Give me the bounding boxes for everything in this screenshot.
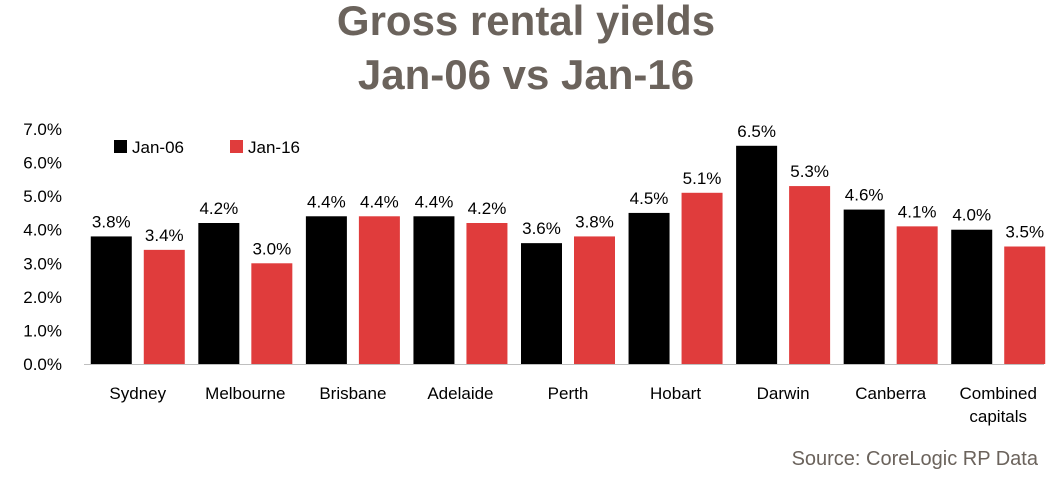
data-label: 4.4% [307,192,346,211]
data-label: 5.1% [683,169,722,188]
bar-jan-16-darwin [789,186,831,364]
bar-jan-06-brisbane [305,216,347,364]
legend-swatch-jan-06 [114,140,127,153]
y-tick-label: 3.0% [23,254,62,273]
data-label: 3.8% [575,212,614,231]
bar-jan-16-sydney [143,249,185,364]
data-label: 4.5% [630,189,669,208]
x-tick-label: Combined [959,384,1037,403]
bar-jan-16-hobart [681,192,723,364]
bar-jan-16-brisbane [358,216,400,364]
x-tick-label: Hobart [650,384,701,403]
source-note: Source: CoreLogic RP Data [791,448,1038,470]
bar-jan-06-darwin [736,145,778,364]
x-tick-label: Darwin [757,384,810,403]
data-label: 4.1% [898,202,937,221]
chart-title-line2: Jan-06 vs Jan-16 [357,51,695,98]
bar-jan-06-combined-capitals [951,229,993,364]
bar-jan-06-hobart [628,212,670,364]
y-tick-label: 5.0% [23,187,62,206]
data-label: 4.4% [415,192,454,211]
data-label: 4.4% [360,192,399,211]
y-tick-label: 6.0% [23,154,62,173]
y-tick-label: 4.0% [23,221,62,240]
data-label: 4.0% [952,206,991,225]
y-tick-label: 1.0% [23,321,62,340]
data-label: 3.8% [92,212,131,231]
bar-jan-16-adelaide [466,223,508,364]
y-tick-label: 0.0% [23,355,62,374]
data-label: 3.0% [252,239,291,258]
x-tick-label: Melbourne [205,384,285,403]
x-tick-label: Perth [548,384,589,403]
x-tick-label: Canberra [855,384,926,403]
x-tick-label: Sydney [109,384,166,403]
data-label: 6.5% [737,122,776,141]
legend-label: Jan-16 [248,138,300,157]
bar-jan-06-canberra [843,209,885,364]
x-tick-label: Brisbane [319,384,386,403]
chart-title-line1: Gross rental yields [336,0,716,44]
y-tick-label: 7.0% [23,120,62,139]
data-label: 3.5% [1005,223,1044,242]
data-label: 3.4% [145,226,184,245]
x-tick-label: capitals [969,407,1027,426]
bar-jan-06-sydney [90,236,132,364]
bar-jan-16-combined-capitals [1004,246,1046,364]
x-tick-label: Adelaide [427,384,493,403]
data-label: 4.2% [468,199,507,218]
data-label: 4.2% [199,199,238,218]
y-tick-label: 2.0% [23,288,62,307]
bar-jan-16-perth [574,236,615,364]
bar-jan-06-perth [521,243,562,364]
bar-jan-06-melbourne [198,223,240,364]
legend-swatch-jan-16 [230,140,243,153]
bar-jan-16-canberra [896,226,938,364]
bar-jan-16-melbourne [251,263,293,364]
bar-jan-06-adelaide [413,216,455,364]
data-label: 4.6% [845,186,884,205]
legend-label: Jan-06 [132,138,184,157]
data-label: 3.6% [522,219,561,238]
data-label: 5.3% [790,162,829,181]
